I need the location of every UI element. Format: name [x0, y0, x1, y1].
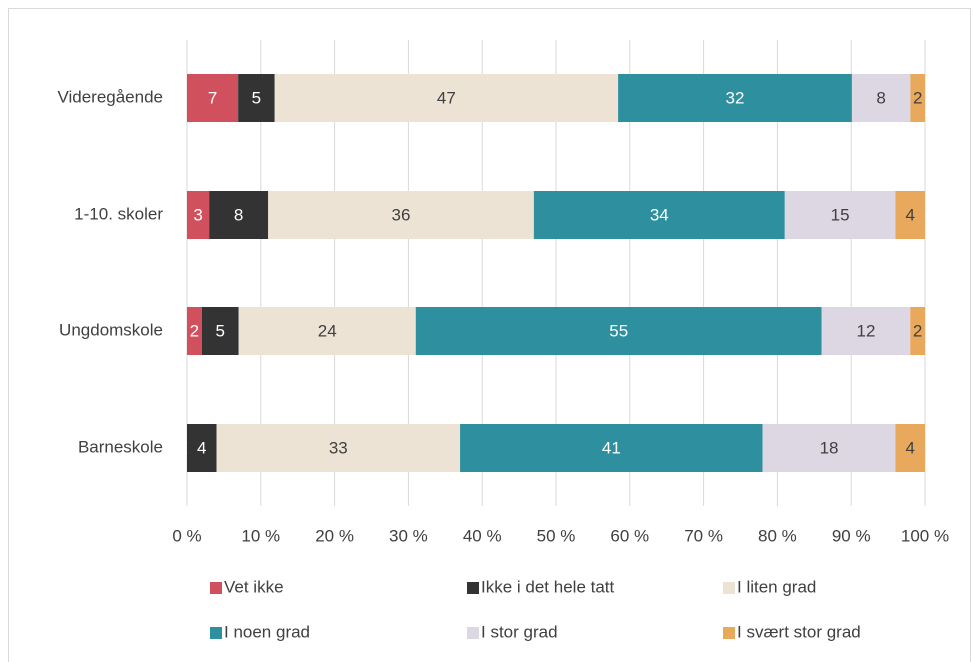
data-label: 34 — [650, 205, 669, 224]
data-label: 24 — [318, 321, 337, 340]
y-tick-label: Barneskole — [78, 437, 163, 456]
data-label: 2 — [913, 88, 922, 107]
bar-segment — [187, 74, 239, 122]
bar-segment — [618, 74, 852, 122]
data-label: 4 — [197, 438, 206, 457]
data-label: 8 — [234, 205, 243, 224]
bar-segment — [895, 424, 925, 472]
bar-segment — [895, 191, 925, 239]
bar-segment — [460, 424, 763, 472]
y-tick-label: Ungdomskole — [59, 320, 163, 339]
bar-segment — [187, 424, 217, 472]
x-tick-label: 70 % — [684, 526, 723, 545]
data-label: 7 — [208, 88, 217, 107]
bar-segment — [209, 191, 269, 239]
legend-label: I svært stor grad — [737, 622, 861, 641]
bar-segment — [821, 307, 911, 355]
bar-segment — [910, 74, 925, 122]
legend-swatch — [210, 582, 222, 594]
bar-segment — [784, 191, 896, 239]
x-tick-label: 30 % — [389, 526, 428, 545]
legend-label: I liten grad — [737, 577, 816, 596]
data-label: 12 — [856, 321, 875, 340]
x-tick-label: 40 % — [463, 526, 502, 545]
x-tick-label: 0 % — [172, 526, 201, 545]
x-tick-label: 60 % — [610, 526, 649, 545]
legend-label: Vet ikke — [224, 577, 284, 596]
legend-swatch — [723, 627, 735, 639]
x-tick-label: 90 % — [832, 526, 871, 545]
data-label: 47 — [437, 88, 456, 107]
legend-swatch — [467, 627, 479, 639]
data-label: 18 — [820, 438, 839, 457]
bar-segment — [201, 307, 239, 355]
chart-border — [8, 8, 971, 662]
data-label: 4 — [906, 438, 915, 457]
data-label: 33 — [329, 438, 348, 457]
bar-segment — [187, 307, 202, 355]
x-tick-label: 50 % — [537, 526, 576, 545]
bar-segment — [851, 74, 911, 122]
data-label: 2 — [190, 321, 199, 340]
bar-segment — [533, 191, 785, 239]
y-tick-label: Videregående — [57, 87, 163, 106]
data-label: 5 — [252, 88, 261, 107]
bar-segment — [187, 191, 210, 239]
bar-segment — [910, 307, 925, 355]
data-label: 32 — [726, 88, 745, 107]
bar-segment — [238, 307, 416, 355]
data-label: 5 — [215, 321, 224, 340]
x-tick-label: 20 % — [315, 526, 354, 545]
bar-segment — [216, 424, 461, 472]
y-tick-label: 1-10. skoler — [74, 204, 163, 223]
legend-swatch — [467, 582, 479, 594]
data-label: 55 — [609, 321, 628, 340]
data-label: 4 — [906, 205, 915, 224]
x-tick-label: 80 % — [758, 526, 797, 545]
x-tick-label: 100 % — [901, 526, 949, 545]
data-label: 8 — [876, 88, 885, 107]
data-label: 41 — [602, 438, 621, 457]
legend-label: I noen grad — [224, 622, 310, 641]
data-label: 2 — [913, 321, 922, 340]
data-label: 3 — [193, 205, 202, 224]
bar-segment — [762, 424, 896, 472]
legend-label: I stor grad — [481, 622, 558, 641]
x-tick-label: 10 % — [241, 526, 280, 545]
bar-segment — [415, 307, 822, 355]
bar-segment — [268, 191, 534, 239]
legend-swatch — [210, 627, 222, 639]
legend-swatch — [723, 582, 735, 594]
legend-label: Ikke i det hele tatt — [481, 577, 615, 596]
data-label: 15 — [831, 205, 850, 224]
data-label: 36 — [392, 205, 411, 224]
bar-segment — [238, 74, 275, 122]
bar-segment — [274, 74, 619, 122]
